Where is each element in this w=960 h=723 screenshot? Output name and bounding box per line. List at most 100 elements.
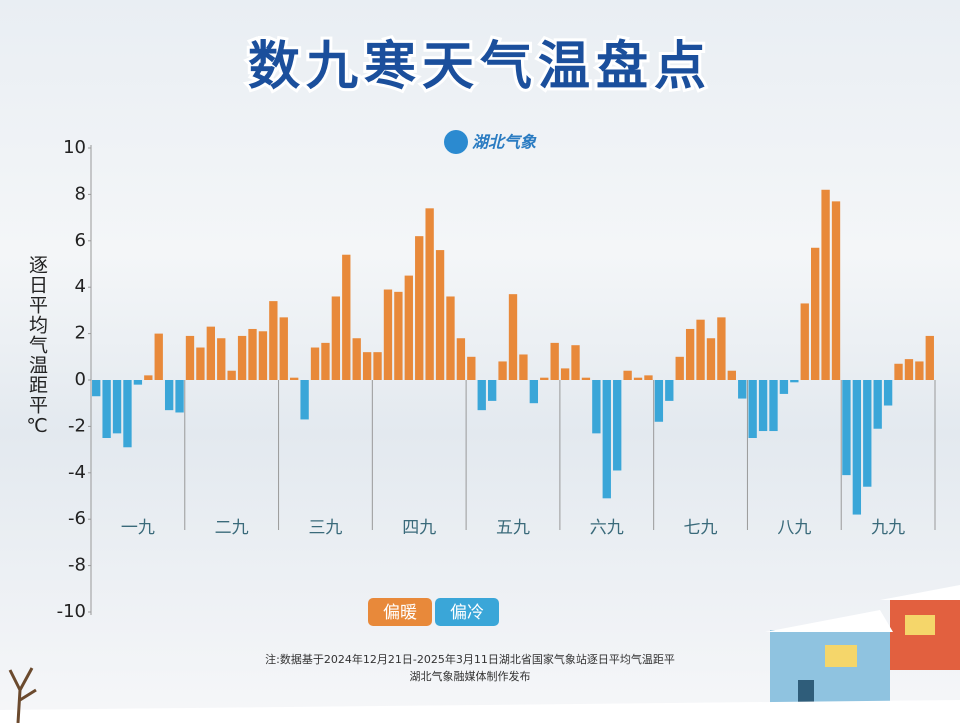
chart-title: 数九寒天气温盘点 (248, 37, 712, 97)
bar (863, 380, 872, 487)
y-tick-label: 6 (75, 230, 86, 251)
bar (602, 380, 611, 499)
bar (133, 380, 143, 385)
bar (227, 370, 236, 380)
x-tick-label: 三九 (308, 518, 342, 538)
bar (456, 338, 466, 380)
bar (362, 352, 372, 380)
bar (237, 335, 247, 380)
bar (779, 380, 789, 394)
bar (811, 247, 820, 380)
bar (519, 354, 528, 380)
bar (925, 335, 934, 380)
bar (706, 338, 716, 380)
bar (654, 380, 664, 422)
bar (529, 380, 539, 404)
bar (394, 291, 403, 380)
bar (269, 301, 278, 380)
bar (613, 380, 622, 471)
bar (352, 338, 361, 380)
y-tick-label: 10 (63, 137, 86, 158)
bar (581, 377, 591, 380)
bar (623, 370, 632, 380)
y-tick-label: -8 (68, 555, 86, 576)
bar (800, 303, 809, 380)
bar (258, 331, 268, 380)
bar (821, 189, 830, 380)
bar (206, 326, 215, 380)
bar (727, 370, 736, 380)
bar (873, 380, 882, 429)
bar (748, 380, 757, 438)
bar (248, 328, 257, 380)
bar (300, 380, 309, 420)
bar (446, 296, 455, 380)
bar (154, 333, 163, 380)
bar (144, 375, 153, 380)
bar (279, 317, 288, 380)
x-tick-label: 六九 (590, 518, 624, 538)
bar (164, 380, 174, 411)
bar (842, 380, 851, 476)
legend-label: 偏冷 (450, 603, 484, 623)
y-tick-label: 4 (75, 276, 86, 297)
bar (310, 347, 320, 380)
x-tick-label: 一九 (121, 518, 155, 538)
y-axis-label: 逐日平均气温距平℃ (26, 255, 48, 438)
y-tick-label: -4 (68, 462, 86, 483)
houses (0, 585, 960, 723)
note: 注:数据基于2024年12月21日-2025年3月11日湖北省国家气象站逐日平均… (265, 652, 675, 666)
bar (904, 359, 914, 380)
bar (790, 380, 799, 383)
bar (675, 356, 684, 380)
logo-icon (444, 130, 468, 154)
x-tick-label: 四九 (402, 518, 436, 538)
bar (633, 377, 643, 380)
bar (696, 319, 705, 380)
x-tick-label: 九九 (871, 518, 905, 538)
bar (373, 352, 382, 380)
bar (894, 363, 903, 380)
bar (915, 361, 924, 380)
bar (498, 361, 507, 380)
logo-text: 湖北气象 (472, 133, 537, 152)
bar (477, 380, 486, 411)
bar (425, 208, 434, 380)
bar (685, 328, 695, 380)
bar (383, 289, 393, 380)
bar (290, 377, 299, 380)
bar (758, 380, 768, 432)
bar (175, 380, 184, 413)
bar (769, 380, 778, 432)
bar (467, 356, 476, 380)
bar (560, 368, 570, 380)
bar (550, 342, 559, 380)
bar (92, 380, 101, 397)
bar (738, 380, 747, 399)
y-tick-label: 2 (75, 323, 86, 344)
x-tick-label: 五九 (496, 518, 530, 538)
y-tick-label: -10 (57, 601, 86, 622)
bar (415, 236, 424, 380)
bar (331, 296, 341, 380)
bar (217, 338, 226, 380)
x-tick-label: 二九 (215, 518, 249, 538)
legend-label: 偏暖 (383, 603, 417, 623)
y-tick-label: -6 (68, 508, 86, 529)
y-tick-label: 8 (75, 183, 86, 204)
bar (883, 380, 893, 406)
x-tick-label: 八九 (777, 518, 811, 538)
bar (852, 380, 862, 515)
bar (592, 380, 601, 434)
x-tick-label: 七九 (684, 518, 718, 538)
bar (196, 347, 205, 380)
bar (102, 380, 111, 438)
bar (321, 342, 330, 380)
legend-swatch (368, 598, 432, 626)
bar (571, 345, 580, 380)
bar (487, 380, 497, 401)
bar (717, 317, 726, 380)
bar (435, 250, 445, 380)
